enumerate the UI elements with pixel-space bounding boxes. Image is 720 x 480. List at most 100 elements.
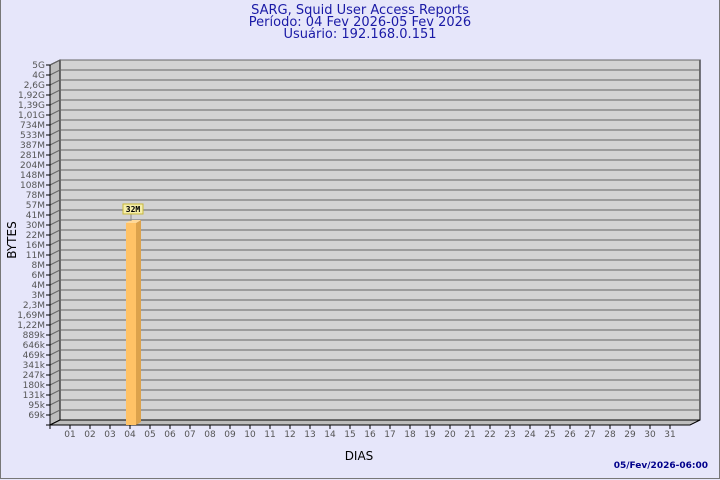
gridline-side (49, 229, 61, 236)
data-label: 32M (126, 205, 141, 214)
x-tick-label: 26 (564, 430, 576, 440)
x-tick-label: 02 (84, 430, 95, 440)
y-tick-label: 8M (32, 261, 46, 271)
y-tick-label: 204M (20, 161, 45, 171)
y-tick-label: 341k (23, 361, 46, 371)
y-tick-label: 889k (23, 331, 46, 341)
gridline-side (49, 189, 61, 196)
gridline-side (49, 99, 61, 106)
bar-04 (126, 222, 136, 425)
y-tick-label: 95k (28, 401, 45, 411)
gridline-side (49, 129, 61, 136)
gridline-side (49, 249, 61, 256)
data-label-box (122, 203, 144, 215)
y-axis-label: BYTES (5, 221, 19, 258)
gridline-side (49, 329, 61, 336)
x-tick-label: 21 (464, 430, 475, 440)
chart-period: Período: 04 Fev 2026-05 Fev 2026 (248, 15, 472, 30)
y-tick-label: 4M (32, 281, 46, 291)
gridline-side (49, 179, 61, 186)
y-tick-label: 108M (20, 181, 45, 191)
y-tick-label: 6M (32, 271, 46, 281)
x-tick-label: 14 (324, 430, 336, 440)
gridline-side (49, 389, 61, 396)
y-tick-label: 2,3M (23, 301, 45, 311)
x-tick-label: 27 (584, 430, 595, 440)
x-tick-label: 18 (404, 430, 416, 440)
gridline-side (49, 209, 61, 216)
y-tick-label: 1,01G (18, 111, 45, 121)
y-tick-label: 69k (28, 411, 45, 421)
gridline-side (49, 359, 61, 366)
gridline-side (49, 159, 61, 166)
x-tick-label: 23 (504, 430, 515, 440)
x-tick-label: 13 (304, 430, 315, 440)
gridline-side (49, 259, 61, 266)
gridline-side (49, 79, 61, 86)
y-tick-label: 646k (23, 341, 46, 351)
gridline-side (49, 289, 61, 296)
gridline-side (49, 139, 61, 146)
y-tick-label: 387M (20, 141, 45, 151)
gridline-side (49, 339, 61, 346)
gridline-side (49, 59, 61, 66)
x-tick-label: 09 (224, 430, 236, 440)
x-axis-label: DIAS (345, 449, 374, 463)
chart-user: Usuário: 192.168.0.151 (283, 27, 437, 42)
gridline-side (49, 349, 61, 356)
y-tick-label: 4G (32, 71, 45, 81)
y-tick-label: 281M (20, 151, 45, 161)
gridline-side (49, 219, 61, 226)
bar-side (136, 219, 141, 425)
report-timestamp: 05/Fev/2026-06:00 (613, 461, 708, 471)
y-tick-label: 41M (26, 211, 45, 221)
x-tick-label: 28 (604, 430, 616, 440)
y-tick-label: 3M (32, 291, 46, 301)
y-tick-label: 30M (26, 221, 45, 231)
y-tick-label: 16M (26, 241, 45, 251)
gridline-side (49, 89, 61, 96)
x-tick-label: 25 (544, 430, 555, 440)
y-tick-label: 180k (23, 381, 46, 391)
gridline-side (49, 239, 61, 246)
x-tick-label: 24 (524, 430, 536, 440)
gridline-side (49, 409, 61, 416)
x-tick-label: 03 (104, 430, 115, 440)
gridline-side (49, 379, 61, 386)
x-tick-label: 15 (344, 430, 355, 440)
x-tick-label: 29 (624, 430, 636, 440)
y-tick-label: 1,22M (17, 321, 45, 331)
y-tick-label: 131k (23, 391, 46, 401)
y-tick-label: 148M (20, 171, 45, 181)
gridline-side (49, 199, 61, 206)
x-tick-label: 08 (204, 430, 216, 440)
gridline-side (49, 119, 61, 126)
x-tick-label: 17 (384, 430, 395, 440)
gridline-side (49, 369, 61, 376)
y-tick-label: 5G (32, 61, 45, 71)
gridline-side (49, 279, 61, 286)
gridline-side (49, 149, 61, 156)
x-tick-label: 07 (184, 430, 195, 440)
x-tick-label: 12 (284, 430, 295, 440)
gridline-side (49, 399, 61, 406)
y-tick-label: 469k (23, 351, 46, 361)
floor (49, 419, 701, 426)
y-tick-label: 2,6G (24, 81, 45, 91)
y-tick-label: 533M (20, 131, 45, 141)
gridline-side (49, 109, 61, 116)
y-tick-label: 11M (26, 251, 45, 261)
gridline-side (49, 69, 61, 76)
gridline-side (49, 299, 61, 306)
y-tick-label: 247k (23, 371, 46, 381)
x-tick-label: 22 (484, 430, 495, 440)
gridline-side (49, 269, 61, 276)
gridline-side (49, 319, 61, 326)
x-tick-label: 06 (164, 430, 176, 440)
x-tick-label: 04 (124, 430, 136, 440)
y-tick-label: 1,69M (17, 311, 45, 321)
x-tick-label: 20 (444, 430, 456, 440)
y-tick-label: 1,39G (18, 101, 45, 111)
x-tick-label: 31 (664, 430, 675, 440)
bar-top (126, 219, 141, 223)
